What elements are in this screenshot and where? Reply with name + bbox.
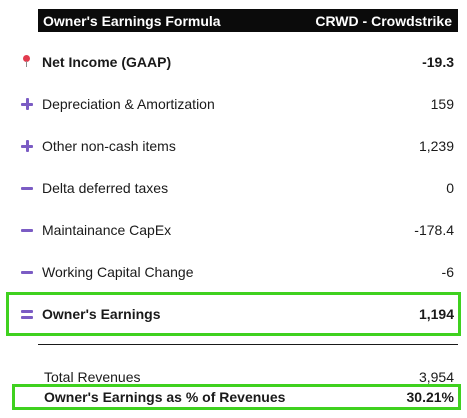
plus-icon: [16, 135, 42, 157]
row-label: Delta deferred taxes: [42, 180, 169, 196]
total-revenues-row: Total Revenues 3,954: [44, 368, 454, 386]
row-working-capital: Working Capital Change -6: [16, 261, 454, 283]
revenue-pct-highlight: [12, 384, 461, 410]
row-capex: Maintainance CapEx -178.4: [16, 219, 454, 241]
total-revenues-label: Total Revenues: [44, 369, 141, 385]
total-revenues-value: 3,954: [418, 369, 454, 385]
plus-icon: [16, 93, 42, 115]
summary-divider: [38, 344, 458, 345]
row-owners-earnings: Owner's Earnings 1,194: [16, 303, 454, 325]
row-value: 159: [430, 96, 454, 112]
equals-icon: [16, 303, 42, 325]
owners-earnings-highlight: [6, 292, 461, 336]
row-other-noncash: Other non-cash items 1,239: [16, 135, 454, 157]
revenue-pct-value: 30.21%: [406, 389, 454, 405]
row-value: 1,239: [418, 138, 454, 154]
row-value: -19.3: [422, 54, 454, 70]
row-label: Working Capital Change: [42, 264, 194, 280]
table-header: Owner's Earnings Formula CRWD - Crowdstr…: [38, 9, 458, 32]
row-label: Net Income (GAAP): [42, 54, 172, 70]
formula-title: Owner's Earnings Formula: [43, 12, 221, 29]
minus-icon: [16, 261, 42, 283]
row-label: Other non-cash items: [42, 138, 176, 154]
row-value: -6: [441, 264, 454, 280]
company-name: CRWD - Crowdstrike: [315, 12, 452, 29]
row-deferred-taxes: Delta deferred taxes 0: [16, 177, 454, 199]
row-value: 0: [446, 180, 454, 196]
row-depreciation: Depreciation & Amortization 159: [16, 93, 454, 115]
row-value: -178.4: [414, 222, 454, 238]
minus-icon: [16, 177, 42, 199]
minus-icon: [16, 219, 42, 241]
row-label: Maintainance CapEx: [42, 222, 172, 238]
row-label: Depreciation & Amortization: [42, 96, 215, 112]
revenue-pct-label: Owner's Earnings as % of Revenues: [44, 389, 286, 405]
row-net-income: Net Income (GAAP) -19.3: [16, 51, 454, 73]
row-value: 1,194: [418, 306, 454, 322]
row-label: Owner's Earnings: [42, 306, 161, 322]
pin-icon: [16, 51, 42, 73]
revenue-pct-row: Owner's Earnings as % of Revenues 30.21%: [44, 388, 454, 406]
